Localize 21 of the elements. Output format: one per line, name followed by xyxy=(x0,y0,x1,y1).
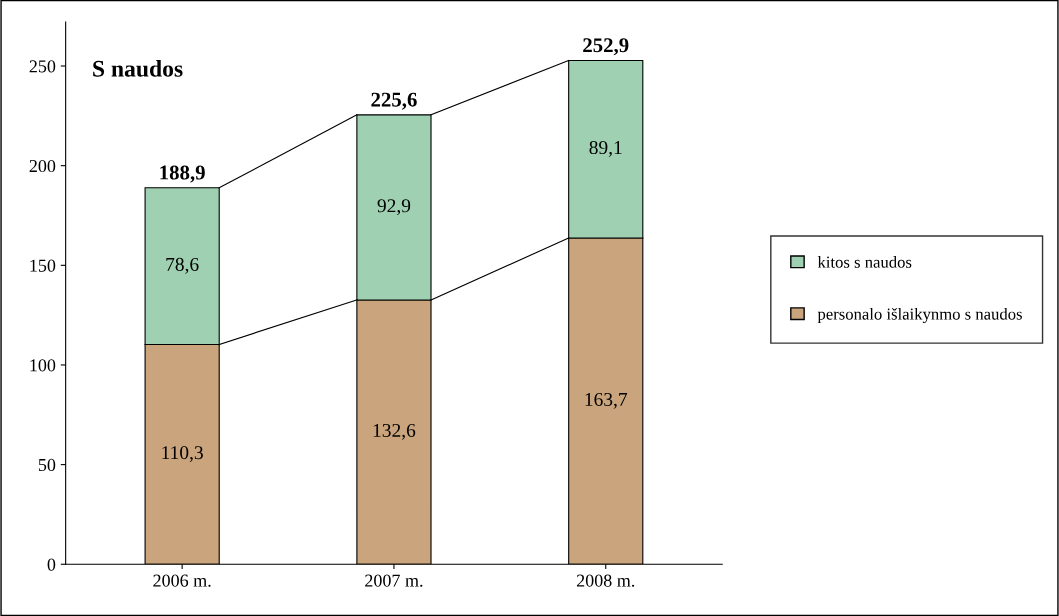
y-tick-label: 0 xyxy=(47,558,56,571)
legend-label: personalo išlaikynmo s naudos xyxy=(817,307,1022,324)
y-tick-label: 200 xyxy=(29,159,56,173)
data-label: 163,7 xyxy=(585,392,628,409)
y-tick-label: 50 xyxy=(38,458,56,472)
data-label: 132,6 xyxy=(373,423,416,440)
data-label: 110,3 xyxy=(162,446,203,463)
y-tick-label: 250 xyxy=(29,60,56,73)
data-label: 78,6 xyxy=(166,257,199,274)
legend-label: kitos s naudos xyxy=(817,256,912,268)
total-label: 252,9 xyxy=(583,38,629,56)
data-label: 92,9 xyxy=(377,199,411,216)
text: S naudos xyxy=(93,60,183,77)
x-tick-label: 2007 m. xyxy=(365,574,423,587)
total-label: 225,6 xyxy=(371,92,417,110)
x-tick-label: 2008 m. xyxy=(576,574,635,587)
total-label: 188,9 xyxy=(160,165,205,183)
x-tick-label: 2006 m. xyxy=(153,574,211,587)
data-label: 89,1 xyxy=(589,140,622,157)
y-tick-label: 150 xyxy=(30,259,56,272)
y-tick-label: 100 xyxy=(30,359,56,372)
